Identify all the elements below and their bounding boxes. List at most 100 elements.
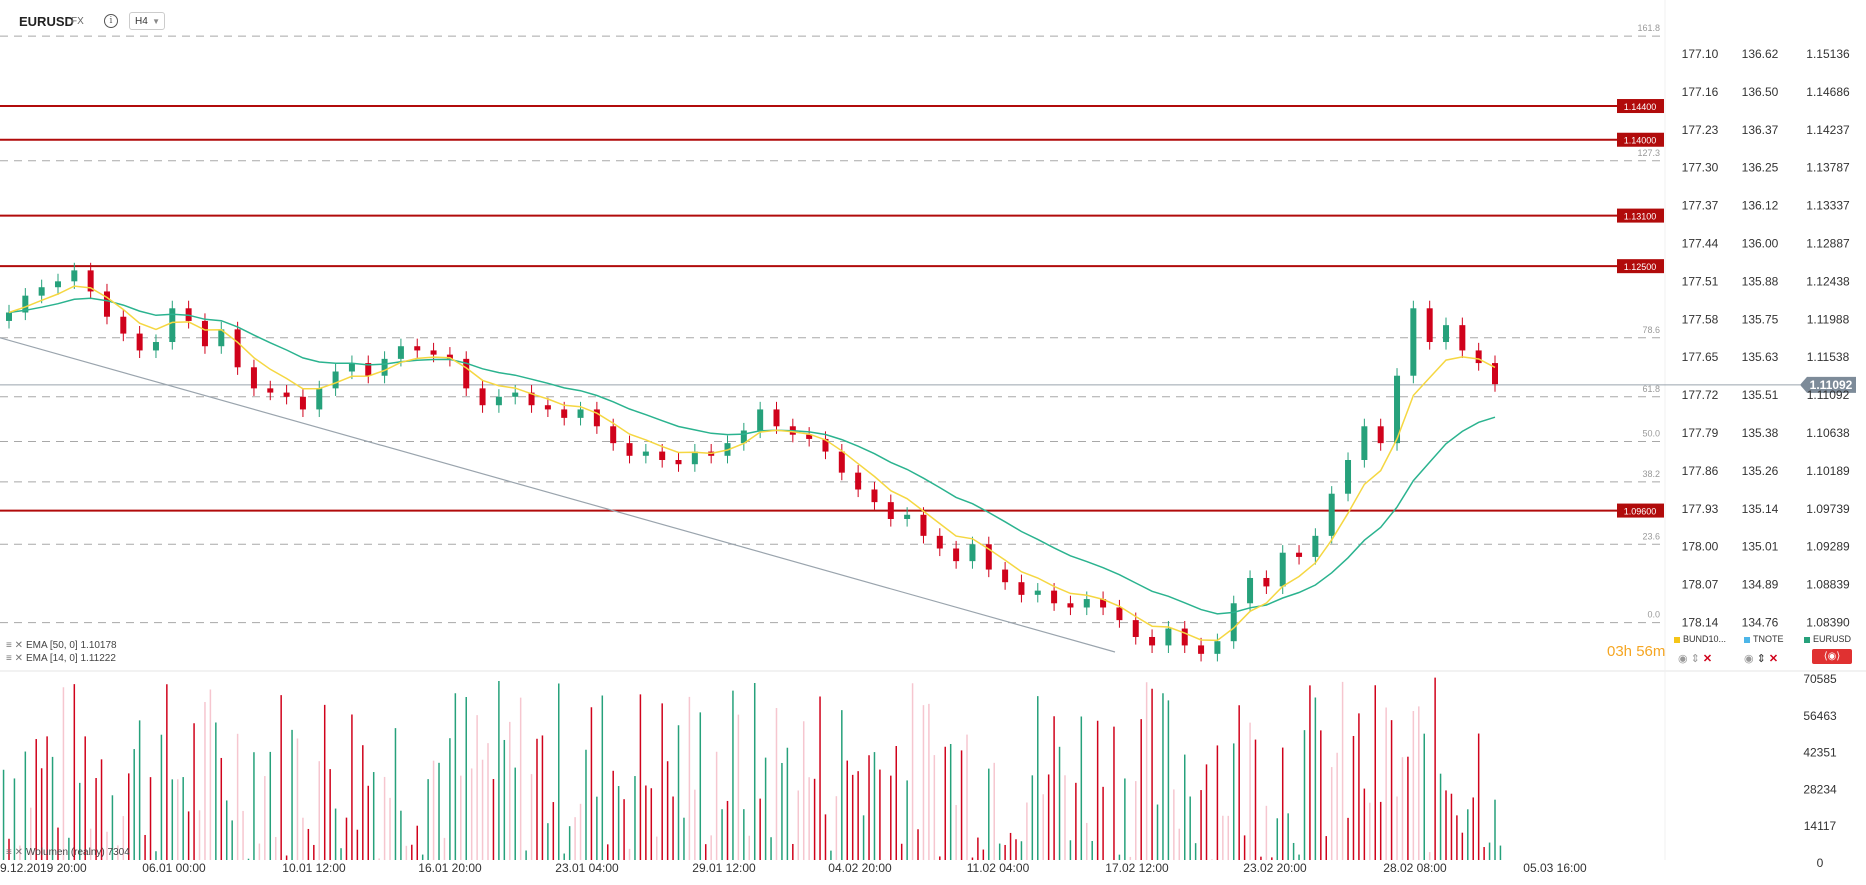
price-level-tag-label: 1.12500 bbox=[1624, 262, 1657, 272]
series-color-swatch bbox=[1674, 636, 1680, 643]
compare-controls-tnote[interactable]: ◉ ⇕ ✕ bbox=[1744, 652, 1778, 665]
candle-body bbox=[1230, 603, 1237, 642]
candle-body bbox=[1002, 569, 1009, 583]
compare-item-bund[interactable]: BUND10... bbox=[1674, 634, 1726, 644]
compare-item-tnote[interactable]: TNOTE bbox=[1744, 634, 1784, 644]
candle-body bbox=[201, 320, 208, 347]
price-axis-label: 177.93 bbox=[1682, 502, 1719, 516]
sort-icon[interactable]: ⇕ bbox=[1690, 653, 1700, 665]
indicator-menu-icon[interactable]: ≡ ✕ bbox=[6, 847, 23, 858]
candle-body bbox=[855, 472, 862, 490]
candle-body bbox=[1263, 577, 1270, 587]
candle-body bbox=[806, 434, 813, 439]
candle-body bbox=[1296, 552, 1303, 557]
candle-body bbox=[87, 270, 94, 292]
info-icon[interactable]: i bbox=[104, 14, 118, 28]
candle-body bbox=[316, 388, 323, 410]
compare-controls-bund[interactable]: ◉ ⇕ ✕ bbox=[1678, 652, 1712, 665]
price-axis-label: 177.72 bbox=[1682, 388, 1719, 402]
candle-body bbox=[838, 451, 845, 473]
series-color-swatch bbox=[1804, 636, 1810, 643]
indicator-menu-icon[interactable]: ≡ ✕ bbox=[6, 653, 23, 664]
market-label: FX bbox=[71, 16, 84, 27]
timeframe-value: H4 bbox=[135, 16, 148, 27]
time-axis-label: 29.12.2019 20:00 bbox=[0, 861, 87, 875]
candle-body bbox=[1100, 599, 1107, 608]
price-level-tag-label: 1.09600 bbox=[1624, 507, 1657, 517]
candle-body bbox=[234, 329, 241, 368]
candle-body bbox=[544, 405, 551, 410]
volume-axis-label: 14117 bbox=[1804, 819, 1837, 833]
trend-line bbox=[0, 337, 1116, 653]
candle-body bbox=[430, 350, 437, 355]
candle-body bbox=[953, 548, 960, 562]
indicator-volume[interactable]: ≡ ✕ Wolumen (realny) 7304 bbox=[6, 847, 130, 858]
candle-body bbox=[1149, 636, 1156, 646]
candle-body bbox=[1083, 599, 1090, 608]
compare-controls-eurusd[interactable]: ⟨◉⟩ bbox=[1812, 649, 1852, 664]
candle-body bbox=[528, 392, 535, 406]
candle-body bbox=[6, 312, 12, 321]
indicator-menu-icon[interactable]: ≡ ✕ bbox=[6, 640, 23, 651]
candle-body bbox=[691, 451, 698, 465]
eye-icon[interactable]: ◉ bbox=[1744, 653, 1754, 665]
price-axis-label: 178.14 bbox=[1682, 616, 1719, 630]
fib-level-label: 78.6 bbox=[1642, 325, 1660, 335]
candle-body bbox=[1492, 363, 1498, 385]
candle-body bbox=[740, 430, 747, 444]
candle-body bbox=[348, 363, 355, 372]
price-axis-label: 1.10189 bbox=[1806, 464, 1850, 478]
candle-body bbox=[577, 409, 584, 418]
candle-body bbox=[871, 489, 878, 503]
candle-body bbox=[365, 363, 372, 376]
price-axis-label: 135.88 bbox=[1742, 274, 1779, 288]
volume-axis-label: 0 bbox=[1817, 856, 1824, 870]
eye-icon[interactable]: ◉ bbox=[1678, 653, 1688, 665]
price-axis-label: 177.10 bbox=[1682, 47, 1719, 61]
time-axis-label: 10.01 12:00 bbox=[282, 861, 346, 875]
candle-body bbox=[822, 438, 829, 452]
time-axis-label: 17.02 12:00 bbox=[1105, 861, 1169, 875]
price-axis-label: 177.86 bbox=[1682, 464, 1719, 478]
candle-body bbox=[1198, 645, 1205, 654]
price-axis-label: 136.12 bbox=[1742, 199, 1779, 213]
indicator-ema50[interactable]: ≡ ✕ EMA [50, 0] 1.10178 bbox=[6, 640, 117, 651]
sort-icon[interactable]: ⇕ bbox=[1756, 653, 1766, 665]
candle-body bbox=[397, 346, 404, 359]
candle-body bbox=[1165, 628, 1172, 646]
price-axis-label: 177.37 bbox=[1682, 199, 1719, 213]
candle-body bbox=[1247, 577, 1254, 604]
close-icon[interactable]: ✕ bbox=[1768, 653, 1779, 665]
fib-level-label: 127.3 bbox=[1637, 148, 1660, 158]
price-axis-label: 177.44 bbox=[1682, 237, 1719, 251]
candle-body bbox=[985, 544, 992, 570]
price-axis-label: 1.12438 bbox=[1806, 274, 1850, 288]
candle-body bbox=[381, 358, 388, 376]
price-axis-label: 177.30 bbox=[1682, 161, 1719, 175]
price-axis-label: 135.51 bbox=[1742, 388, 1779, 402]
indicator-ema14[interactable]: ≡ ✕ EMA [14, 0] 1.11222 bbox=[6, 653, 116, 664]
fib-level-label: 0.0 bbox=[1647, 610, 1660, 620]
symbol-label[interactable]: EURUSD bbox=[19, 14, 74, 29]
price-axis-label: 136.37 bbox=[1742, 123, 1779, 137]
volume-axis-label: 28234 bbox=[1803, 782, 1837, 796]
candle-body bbox=[1214, 641, 1221, 654]
price-axis-label: 177.65 bbox=[1682, 350, 1719, 364]
price-level-tag bbox=[1617, 259, 1664, 274]
price-level-tag bbox=[1617, 208, 1664, 223]
close-icon[interactable]: ✕ bbox=[1702, 653, 1713, 665]
price-level-tag-label: 1.13100 bbox=[1624, 212, 1657, 222]
compare-item-eurusd[interactable]: EURUSD bbox=[1804, 634, 1851, 644]
candle-body bbox=[1312, 535, 1319, 557]
price-axis-label: 135.14 bbox=[1742, 502, 1779, 516]
series-color-swatch bbox=[1744, 636, 1750, 643]
price-axis-label: 1.11988 bbox=[1807, 312, 1850, 326]
time-axis-label: 05.03 16:00 bbox=[1523, 861, 1587, 875]
time-axis-label: 29.01 12:00 bbox=[692, 861, 756, 875]
time-axis-label: 11.02 04:00 bbox=[967, 861, 1030, 875]
timeframe-select[interactable]: H4 ▼ bbox=[129, 12, 165, 30]
price-axis-label: 1.15136 bbox=[1806, 47, 1850, 61]
candle-body bbox=[1279, 552, 1286, 587]
price-axis-label: 177.58 bbox=[1682, 312, 1719, 326]
